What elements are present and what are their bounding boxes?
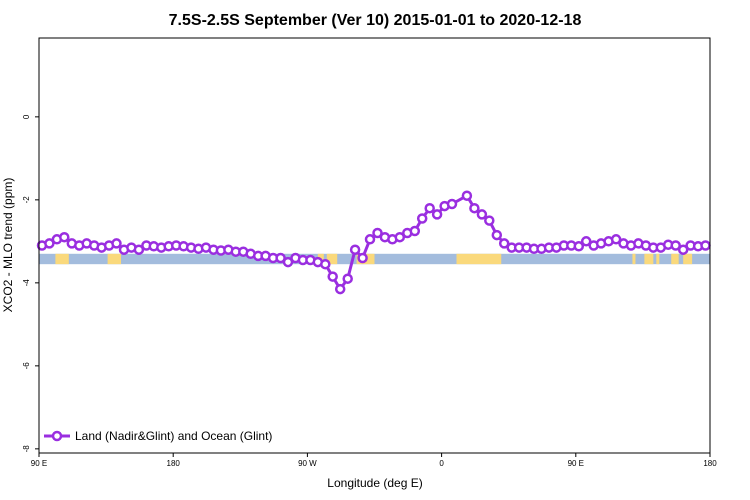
data-point bbox=[469, 202, 480, 214]
data-point bbox=[491, 229, 503, 241]
data-point bbox=[677, 244, 689, 255]
surface-band bbox=[39, 253, 710, 265]
land-segment bbox=[456, 253, 502, 265]
data-point bbox=[372, 227, 383, 239]
x-tick-label: 180 bbox=[167, 459, 181, 468]
data-point bbox=[357, 252, 368, 264]
data-point bbox=[44, 238, 55, 249]
data-point bbox=[282, 256, 294, 268]
data-point bbox=[320, 258, 331, 270]
data-point bbox=[416, 213, 428, 224]
x-axis-label: Longitude (deg E) bbox=[327, 476, 422, 490]
land-segment bbox=[656, 253, 660, 265]
data-point bbox=[342, 273, 353, 284]
x-tick-label: 90 W bbox=[298, 459, 317, 468]
land-segment bbox=[107, 253, 122, 265]
data-point bbox=[111, 238, 122, 249]
data-point bbox=[446, 198, 458, 210]
data-point bbox=[394, 231, 406, 243]
land-segment bbox=[671, 253, 679, 265]
data-point bbox=[476, 209, 488, 220]
land-segment bbox=[683, 253, 693, 265]
legend-entry: Land (Nadir&Glint) and Ocean (Glint) bbox=[75, 429, 272, 443]
data-point bbox=[334, 283, 346, 295]
data-point bbox=[573, 241, 585, 252]
x-tick-label: 0 bbox=[439, 459, 444, 468]
land-segment bbox=[644, 253, 654, 265]
data-point bbox=[700, 240, 711, 251]
data-point bbox=[275, 252, 286, 264]
y-tick-label: -6 bbox=[22, 362, 31, 370]
land-segment bbox=[632, 253, 636, 265]
chart-title: 7.5S-2.5S September (Ver 10) 2015-01-01 … bbox=[169, 12, 582, 29]
x-tick-label: 90 E bbox=[568, 459, 584, 468]
land-segment bbox=[326, 253, 338, 265]
y-axis-label: XCO2 - MLO trend (ppm) bbox=[1, 178, 15, 313]
data-point bbox=[409, 225, 421, 237]
data-point bbox=[670, 240, 681, 251]
data-point bbox=[610, 234, 622, 245]
series-layer bbox=[36, 190, 711, 295]
data-point bbox=[580, 236, 592, 247]
data-point bbox=[349, 244, 361, 255]
data-point bbox=[424, 202, 435, 214]
data-point bbox=[431, 209, 443, 220]
land-segment bbox=[55, 253, 69, 265]
data-point bbox=[59, 231, 70, 243]
x-tick-label: 180 bbox=[703, 459, 717, 468]
data-point bbox=[133, 244, 145, 255]
x-tick-label: 90 E bbox=[31, 459, 47, 468]
y-tick-label: -8 bbox=[22, 445, 31, 453]
data-point bbox=[484, 215, 495, 226]
data-point bbox=[327, 271, 338, 282]
plot-frame bbox=[38, 37, 711, 454]
y-tick-label: -4 bbox=[22, 279, 31, 287]
legend-marker bbox=[51, 430, 63, 442]
legend: Land (Nadir&Glint) and Ocean (Glint) bbox=[44, 429, 272, 443]
data-point bbox=[461, 190, 473, 201]
data-point bbox=[364, 234, 376, 245]
axes: 90 E 180 90 W 0 90 E 180 0 -2 -4 -6 -8 bbox=[22, 114, 717, 468]
y-tick-label: -2 bbox=[22, 196, 31, 204]
data-point bbox=[498, 238, 510, 249]
y-tick-label: 0 bbox=[22, 114, 31, 119]
